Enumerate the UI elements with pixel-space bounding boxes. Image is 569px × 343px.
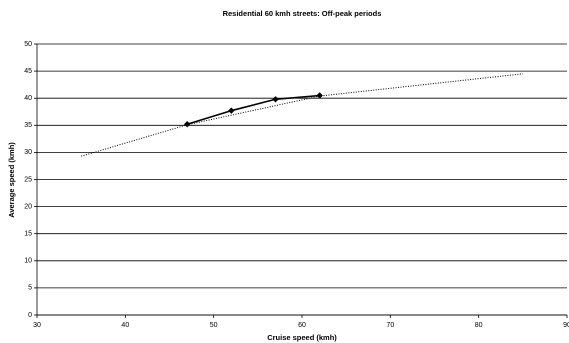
y-tick-label: 35 [24, 122, 32, 129]
x-axis-label: Cruise speed (kmh) [267, 333, 337, 342]
y-tick-label: 0 [28, 312, 32, 319]
x-tick-label: 90 [563, 322, 569, 329]
x-tick-label: 80 [475, 322, 483, 329]
x-tick-label: 30 [33, 322, 41, 329]
chart-title: Residential 60 kmh streets: Off-peak per… [223, 9, 382, 18]
y-tick-label: 45 [24, 68, 32, 75]
y-axis-label: Average speed (kmh) [7, 142, 16, 218]
y-tick-label: 25 [24, 176, 32, 183]
x-tick-label: 70 [386, 322, 394, 329]
data-point [228, 107, 235, 114]
y-tick-label: 15 [24, 231, 32, 238]
y-tick-label: 50 [24, 41, 32, 48]
y-tick-label: 10 [24, 258, 32, 265]
x-tick-label: 40 [121, 322, 129, 329]
data-point [316, 92, 323, 99]
y-tick-label: 30 [24, 149, 32, 156]
series-line [81, 73, 523, 157]
x-tick-label: 60 [298, 322, 306, 329]
data-point [272, 96, 279, 103]
series-line [186, 94, 320, 125]
y-tick-label: 5 [28, 285, 32, 292]
data-point [183, 121, 191, 128]
y-tick-label: 20 [24, 203, 32, 210]
x-tick-label: 50 [210, 322, 218, 329]
y-tick-label: 40 [24, 95, 32, 102]
